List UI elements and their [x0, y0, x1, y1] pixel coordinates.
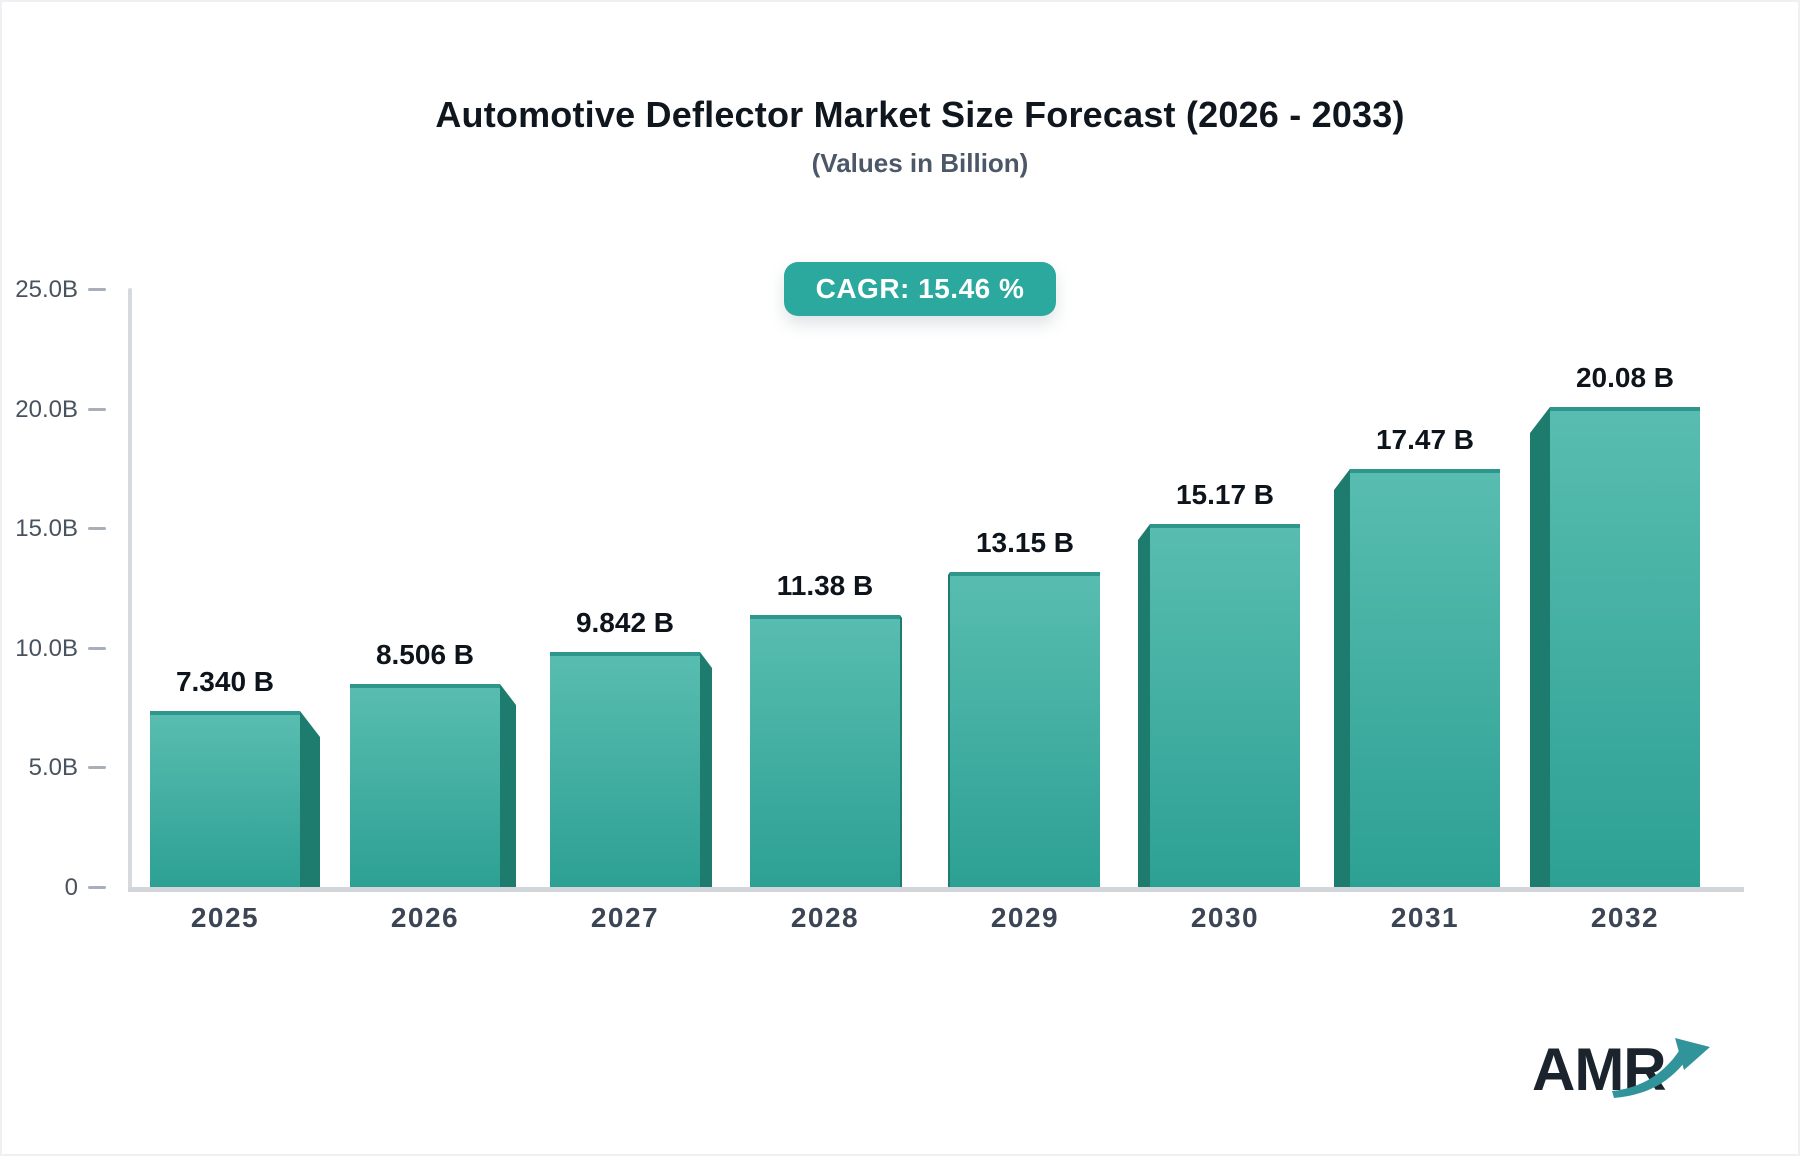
x-tick-label: 2026: [390, 902, 460, 933]
x-tick-label: 2029: [990, 902, 1060, 933]
chart-header: Automotive Deflector Market Size Forecas…: [40, 0, 1800, 316]
bar-2027: [550, 652, 700, 887]
amr-logo: AMR: [1532, 1036, 1710, 1103]
x-tick-label: 2027: [590, 902, 660, 933]
y-tick-label: 15.0B: [15, 515, 78, 543]
x-tick-label: 2031: [1390, 902, 1460, 933]
bar-side-face: [1138, 524, 1150, 887]
bar-2031: [1350, 469, 1500, 887]
x-axis-line: [128, 887, 1744, 892]
y-axis-line: [128, 288, 132, 890]
x-tick-label: 2030: [1190, 902, 1260, 933]
bar-2028: [750, 615, 900, 887]
bar-side-face: [300, 711, 320, 887]
bar-2032: [1550, 407, 1700, 887]
y-tick-mark: [88, 886, 106, 889]
y-tick-mark: [88, 646, 106, 650]
y-tick-mark: [88, 407, 106, 411]
y-tick-mark: [88, 527, 106, 531]
x-tick-label: 2028: [790, 902, 860, 933]
bar-value-label: 20.08 B: [1575, 362, 1675, 393]
y-tick-mark: [88, 766, 106, 770]
bar-side-face: [1334, 469, 1350, 887]
amr-logo-text: AMR: [1532, 1036, 1666, 1103]
bar-value-label: 11.38 B: [776, 570, 874, 601]
bar-side-face: [948, 572, 950, 887]
bar-value-label: 8.506 B: [375, 639, 475, 670]
bar-side-face: [900, 615, 902, 887]
bar-value-label: 17.47 B: [1375, 424, 1475, 455]
growth-arrow-icon: [1612, 1038, 1710, 1098]
y-tick-mark: [88, 288, 106, 291]
bar-side-face: [1530, 407, 1550, 887]
bar-value-label: 9.842 B: [575, 607, 675, 638]
y-tick-label: 0: [64, 874, 78, 901]
x-tick-label: 2025: [190, 902, 260, 933]
bar-value-label: 15.17 B: [1175, 479, 1275, 510]
bar-2030: [1150, 524, 1300, 887]
page-title: Automotive Deflector Market Size Forecas…: [435, 94, 1405, 135]
y-tick-label: 5.0B: [28, 754, 78, 782]
bar-side-face: [500, 684, 516, 887]
bar-side-face: [700, 652, 712, 887]
bar-2025: [150, 711, 300, 887]
bar-value-label: 7.340 B: [175, 666, 275, 697]
bar-2026: [350, 684, 500, 887]
y-tick-label: 20.0B: [15, 395, 78, 423]
cagr-badge: CAGR: 15.46 %: [783, 262, 1057, 316]
y-tick-label: 10.0B: [15, 634, 78, 662]
bar-value-label: 13.15 B: [975, 527, 1075, 558]
page-subtitle: (Values in Billion): [811, 148, 1029, 178]
bar-2029: [950, 572, 1100, 887]
x-tick-label: 2032: [1590, 902, 1660, 933]
y-tick-label: 25.0B: [15, 276, 78, 303]
